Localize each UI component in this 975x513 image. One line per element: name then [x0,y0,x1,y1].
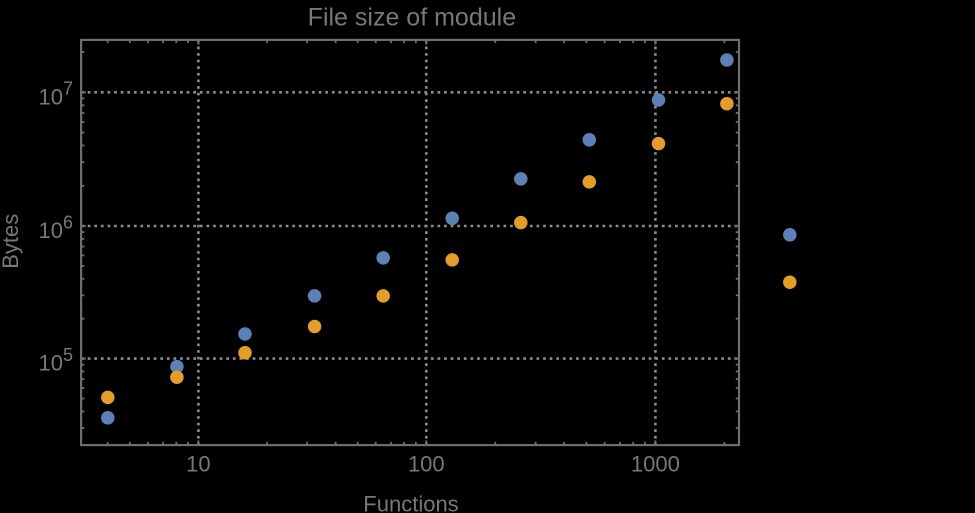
svg-text:1000: 1000 [631,452,680,477]
svg-text:Bytes: Bytes [0,214,23,269]
svg-text:Functions: Functions [363,491,458,513]
svg-text:10: 10 [186,452,210,477]
svg-text:100: 100 [408,452,445,477]
svg-text:File size of module: File size of module [308,3,516,31]
